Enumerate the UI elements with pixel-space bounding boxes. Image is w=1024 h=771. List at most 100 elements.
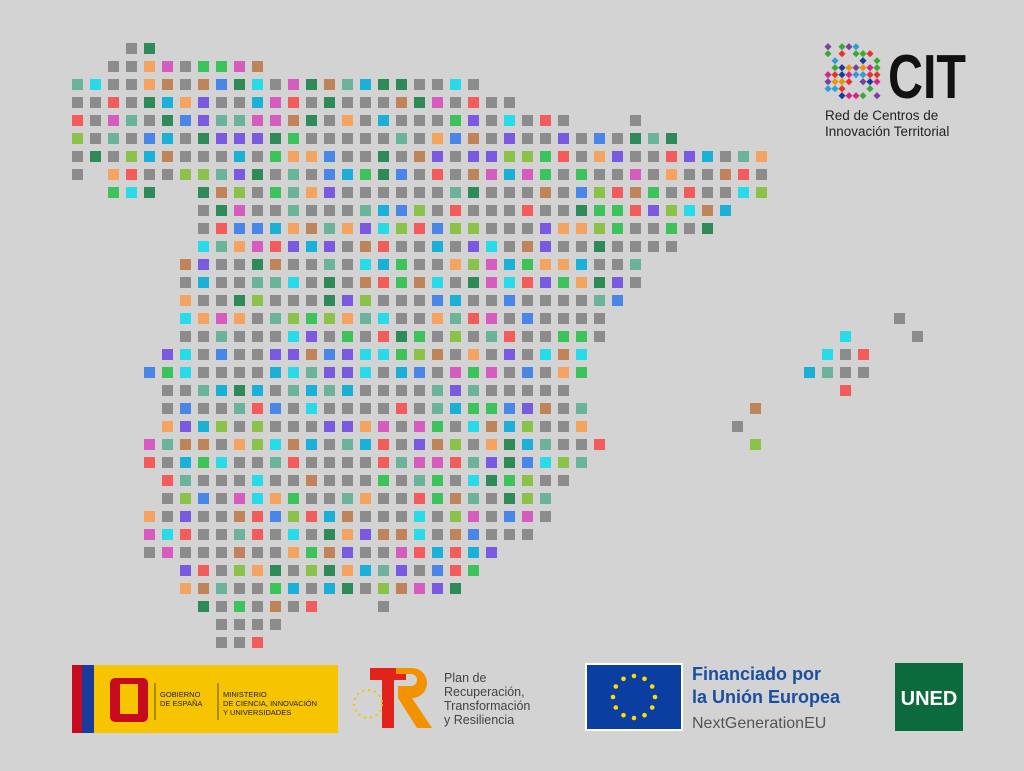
map-tile	[234, 385, 245, 396]
map-tile	[414, 241, 425, 252]
map-tile	[540, 511, 551, 522]
map-tile	[630, 187, 641, 198]
map-tile	[90, 115, 101, 126]
map-tile	[594, 259, 605, 270]
map-tile	[252, 565, 263, 576]
map-tile	[324, 97, 335, 108]
map-tile	[342, 313, 353, 324]
map-tile	[576, 205, 587, 216]
map-tile	[504, 331, 515, 342]
map-tile	[216, 529, 227, 540]
map-tile	[324, 187, 335, 198]
map-tile	[234, 601, 245, 612]
map-tile	[342, 115, 353, 126]
map-tile	[450, 565, 461, 576]
map-tile	[360, 133, 371, 144]
map-tile	[504, 529, 515, 540]
map-tile	[558, 241, 569, 252]
map-tile	[144, 511, 155, 522]
eu-star	[613, 705, 619, 710]
map-tile	[486, 547, 497, 558]
map-tile	[252, 241, 263, 252]
map-tile	[216, 457, 227, 468]
map-tile	[324, 241, 335, 252]
map-tile	[288, 367, 299, 378]
cit-dot	[859, 50, 867, 58]
map-tile	[522, 259, 533, 270]
map-tile	[840, 367, 851, 378]
map-tile	[306, 313, 317, 324]
cit-dot	[866, 71, 874, 79]
map-tile	[648, 205, 659, 216]
map-tile	[486, 313, 497, 324]
map-tile	[360, 457, 371, 468]
map-tile	[126, 115, 137, 126]
map-tile	[450, 367, 461, 378]
gov-text: DE ESPAÑA	[160, 699, 202, 708]
map-tile	[378, 547, 389, 558]
map-tile	[522, 205, 533, 216]
map-tile	[414, 583, 425, 594]
map-tile	[522, 493, 533, 504]
map-tile	[324, 259, 335, 270]
map-tile	[306, 349, 317, 360]
map-tile	[558, 439, 569, 450]
map-tile	[144, 61, 155, 72]
map-tile	[486, 511, 497, 522]
map-tile	[576, 403, 587, 414]
map-tile	[324, 421, 335, 432]
map-tile	[558, 403, 569, 414]
map-tile	[558, 349, 569, 360]
map-tile	[342, 97, 353, 108]
eu-star	[631, 673, 637, 679]
map-tile	[306, 277, 317, 288]
map-tile	[162, 475, 173, 486]
map-tile	[162, 493, 173, 504]
map-tile	[486, 259, 497, 270]
map-tile	[378, 97, 389, 108]
map-tile	[288, 439, 299, 450]
map-tile	[342, 277, 353, 288]
map-tile	[558, 205, 569, 216]
map-tile	[144, 151, 155, 162]
map-tile	[198, 583, 209, 594]
map-tile	[360, 385, 371, 396]
map-tile	[216, 565, 227, 576]
cit-dot	[859, 92, 867, 100]
map-tile	[858, 367, 869, 378]
map-tile	[234, 403, 245, 414]
map-tile	[342, 565, 353, 576]
map-tile	[732, 421, 743, 432]
map-tile	[288, 115, 299, 126]
map-tile	[306, 529, 317, 540]
map-tile	[594, 223, 605, 234]
map-tile	[288, 511, 299, 522]
map-tile	[432, 97, 443, 108]
map-tile	[252, 313, 263, 324]
map-tile	[198, 295, 209, 306]
map-tile	[540, 439, 551, 450]
map-tile	[630, 169, 641, 180]
map-tile	[738, 151, 749, 162]
map-tile	[522, 367, 533, 378]
map-tile	[216, 511, 227, 522]
map-tile	[414, 547, 425, 558]
map-tile	[198, 457, 209, 468]
map-tile	[324, 367, 335, 378]
map-tile	[612, 187, 623, 198]
map-tile	[486, 295, 497, 306]
map-tile	[144, 529, 155, 540]
map-tile	[540, 331, 551, 342]
map-tile	[486, 133, 497, 144]
map-tile	[504, 511, 515, 522]
cit-dot	[845, 71, 853, 79]
gov-flag-blue	[82, 665, 94, 733]
map-tile	[126, 133, 137, 144]
map-tile	[702, 223, 713, 234]
map-tile	[558, 313, 569, 324]
map-tile	[252, 547, 263, 558]
map-tile	[396, 313, 407, 324]
map-tile	[432, 115, 443, 126]
map-tile	[288, 493, 299, 504]
map-tile	[288, 79, 299, 90]
